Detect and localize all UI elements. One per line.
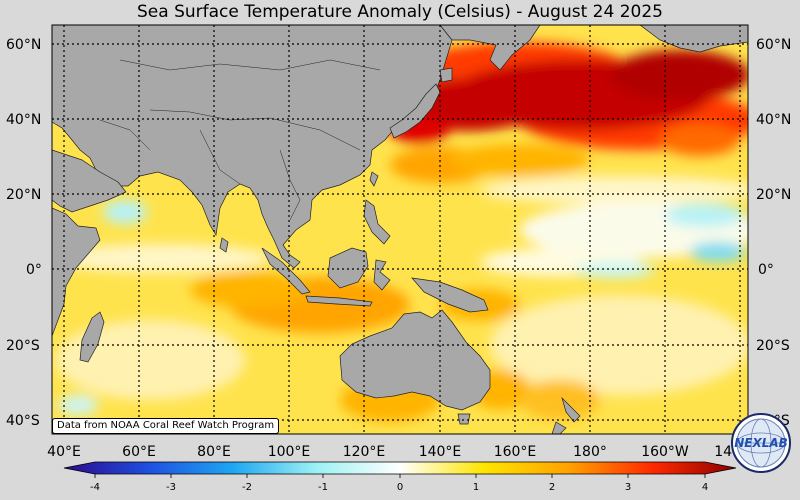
nexlab-globe-logo: NEXLAB (731, 413, 791, 473)
lon-label: 120°E (343, 444, 386, 460)
lat-label-right: 20°S (756, 338, 790, 354)
colorbar-tick-label: 1 (473, 482, 479, 493)
lon-label: 160°W (641, 444, 689, 460)
map-title: Sea Surface Temperature Anomaly (Celsius… (137, 2, 663, 22)
land-arabia (52, 149, 127, 213)
lat-label-right: 0° (758, 262, 774, 278)
colorbar-tick-label: 2 (549, 482, 555, 493)
colorbar-tick-label: 4 (702, 482, 708, 493)
map-border (51, 24, 749, 435)
lon-label: 40°E (47, 444, 81, 460)
lon-label: 60°E (122, 444, 156, 460)
lon-label: 140°E (419, 444, 462, 460)
lon-label: 180° (573, 444, 607, 460)
lat-label-left: 60°N (6, 37, 41, 53)
land-srilanka (219, 237, 229, 253)
colorbar-tick-label: -4 (90, 482, 100, 493)
land-sumatra (261, 247, 311, 295)
colorbar-bar (63, 461, 737, 475)
colorbar-tick-label: 3 (625, 482, 631, 493)
colorbar-tick-label: 0 (397, 482, 403, 493)
colorbar: -4 -3 -2 -1 0 1 2 3 4 (63, 461, 737, 493)
lon-label: 80°E (197, 444, 231, 460)
land-newzealand (551, 396, 581, 434)
logo-text: NEXLAB (734, 436, 788, 450)
land-tasmania (457, 413, 471, 425)
land-philippines (363, 199, 391, 245)
land-sulawesi (373, 259, 391, 291)
lat-labels-right: 60°N 40°N 20°N 0° 20°S 40°S (756, 37, 791, 429)
land-alaska (639, 25, 748, 53)
land-taiwan (369, 171, 379, 187)
lon-labels: 40°E 60°E 80°E 100°E 120°E 140°E 160°E 1… (47, 444, 762, 460)
colorbar-tick-label: -3 (166, 482, 176, 493)
country-borders (99, 59, 381, 221)
land-borneo (327, 247, 369, 289)
colorbar-tick-label: -2 (242, 482, 252, 493)
land-newguinea (411, 277, 489, 313)
land-java (305, 295, 373, 307)
lat-label-left: 20°S (6, 338, 40, 354)
land-madagascar (79, 311, 105, 363)
lat-label-left: 20°N (6, 187, 41, 203)
lon-label: 100°E (268, 444, 311, 460)
colorbar-tick-label: -1 (318, 482, 328, 493)
lat-labels-left: 60°N 40°N 20°N 0° 20°S 40°S (6, 37, 42, 429)
colorbar-ticks (94, 474, 706, 478)
lat-label-right: 60°N (756, 37, 791, 53)
land-australia (339, 309, 491, 411)
lat-label-left: 0° (26, 262, 42, 278)
map-area (52, 25, 748, 434)
graticule (52, 25, 748, 434)
lat-label-left: 40°N (6, 112, 41, 128)
lat-label-right: 20°N (756, 187, 791, 203)
source-note: Data from NOAA Coral Reef Watch Program (52, 418, 280, 434)
lat-label-right: 40°N (756, 112, 791, 128)
anomaly-field (52, 42, 748, 422)
lat-label-left: 40°S (6, 413, 40, 429)
land-hokkaido (439, 67, 453, 83)
land-masses (52, 25, 748, 434)
lon-label: 160°E (494, 444, 537, 460)
